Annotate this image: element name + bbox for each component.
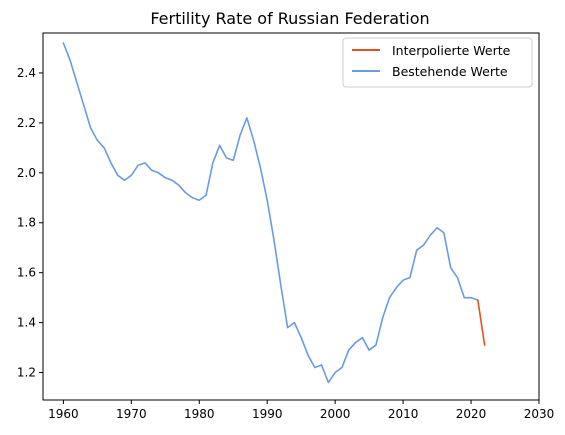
y-tick-label: 1.4 [17, 316, 36, 330]
y-tick-label: 2.0 [17, 166, 36, 180]
x-tick-label: 1980 [184, 407, 215, 421]
legend-label-existing: Bestehende Werte [392, 64, 508, 79]
x-tick-label: 1960 [48, 407, 79, 421]
x-axis: 1960 1970 1980 1990 2000 2010 2020 2030 [48, 400, 554, 421]
x-tick-label: 2000 [320, 407, 351, 421]
plot-lines [62, 42, 486, 384]
y-tick-label: 2.2 [17, 116, 36, 130]
series-line-existing [62, 42, 479, 384]
y-tick-label: 1.8 [17, 216, 36, 230]
legend-label-interpolated: Interpolierte Werte [392, 43, 511, 58]
series-line-interpolated [477, 299, 486, 346]
legend: Interpolierte Werte Bestehende Werte [342, 37, 533, 88]
x-tick-label: 2010 [388, 407, 419, 421]
x-tick-label: 2020 [456, 407, 487, 421]
chart-title: Fertility Rate of Russian Federation [150, 9, 429, 28]
legend-box [342, 37, 533, 88]
y-axis: 1.2 1.4 1.6 1.8 2.0 2.2 2.4 [17, 66, 43, 380]
x-tick-label: 1990 [252, 407, 283, 421]
x-tick-label: 2030 [524, 407, 555, 421]
y-tick-label: 1.2 [17, 366, 36, 380]
y-tick-label: 2.4 [17, 66, 36, 80]
x-tick-label: 1970 [116, 407, 147, 421]
axes-frame [42, 32, 540, 401]
y-tick-label: 1.6 [17, 266, 36, 280]
